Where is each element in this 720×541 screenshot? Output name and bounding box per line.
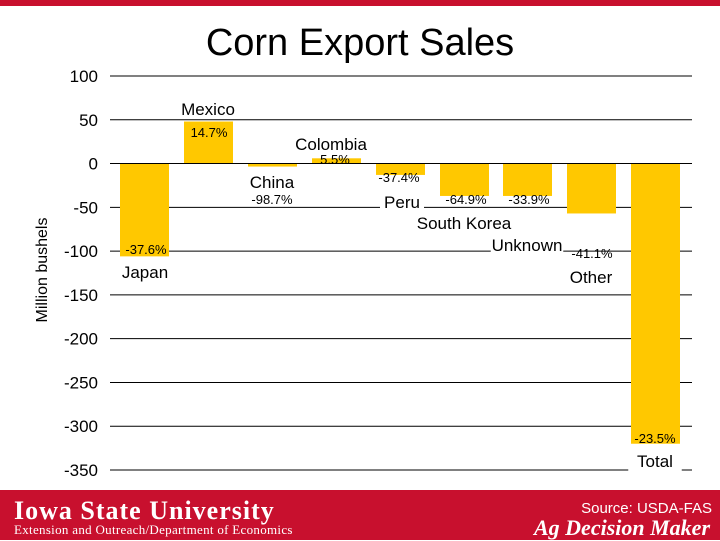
category-label-bg bbox=[290, 134, 372, 154]
category-label: Japan bbox=[122, 263, 168, 282]
data-label: -37.6% bbox=[125, 242, 167, 257]
y-tick-label: -50 bbox=[73, 198, 98, 217]
bar-south-korea bbox=[440, 163, 489, 196]
category-label: China bbox=[250, 173, 295, 192]
y-tick-label: 0 bbox=[89, 155, 98, 174]
data-label: -98.7% bbox=[251, 192, 293, 207]
bar-total bbox=[631, 163, 680, 444]
data-label: 14.7% bbox=[191, 125, 228, 140]
footer-bar bbox=[0, 490, 720, 540]
category-label-bg bbox=[408, 213, 520, 233]
bar-colombia bbox=[312, 158, 361, 164]
y-axis-label: Million bushels bbox=[34, 218, 51, 323]
data-label: -64.9% bbox=[445, 192, 487, 207]
department-text: Extension and Outreach/Department of Eco… bbox=[14, 522, 293, 537]
bar-other bbox=[567, 163, 616, 214]
bar-japan bbox=[120, 163, 169, 257]
category-label-bg bbox=[490, 235, 564, 255]
category-label: South Korea bbox=[417, 214, 512, 233]
corn-export-chart: 100 50 0 -50 -100 -150 -200 -250 -300 -350 Million… bbox=[34, 67, 692, 480]
y-tick-label: 100 bbox=[70, 67, 98, 86]
y-tick-label: -250 bbox=[64, 373, 98, 392]
category-label: Colombia bbox=[295, 135, 367, 154]
category-label: Unknown bbox=[492, 236, 563, 255]
y-tick-label: -350 bbox=[64, 461, 98, 480]
source-note: Source: USDA-FAS bbox=[581, 500, 712, 517]
category-label-bg bbox=[380, 192, 424, 212]
data-label: -23.5% bbox=[634, 431, 676, 446]
category-label-bg bbox=[564, 267, 618, 287]
bar-mexico bbox=[184, 121, 233, 164]
y-tick-label: -200 bbox=[64, 330, 98, 349]
top-accent-bar bbox=[0, 0, 720, 6]
data-label: -33.9% bbox=[508, 192, 550, 207]
category-label: Total bbox=[637, 452, 673, 471]
bar-china bbox=[248, 163, 297, 167]
university-logo-text: Iowa State University bbox=[14, 496, 275, 525]
y-tick-label: 50 bbox=[79, 111, 98, 130]
bar-unknown bbox=[503, 163, 552, 196]
data-label: -37.4% bbox=[378, 170, 420, 185]
brand-logo-text: Ag Decision Maker bbox=[534, 515, 710, 540]
category-label-bg bbox=[176, 99, 240, 119]
y-tick-label: -150 bbox=[64, 286, 98, 305]
data-label: -41.1% bbox=[571, 246, 613, 261]
bar-peru bbox=[376, 163, 425, 175]
y-tick-label: -300 bbox=[64, 417, 98, 436]
chart-title: Corn Export Sales bbox=[205, 22, 515, 64]
category-label-bg bbox=[245, 172, 299, 192]
y-tick-label: -100 bbox=[64, 242, 98, 261]
category-label: Mexico bbox=[181, 100, 235, 119]
category-label-bg bbox=[118, 262, 172, 282]
data-label: 5.5% bbox=[320, 152, 350, 167]
category-label: Peru bbox=[384, 193, 420, 212]
category-label: Other bbox=[570, 268, 613, 287]
category-label-bg bbox=[628, 451, 682, 471]
